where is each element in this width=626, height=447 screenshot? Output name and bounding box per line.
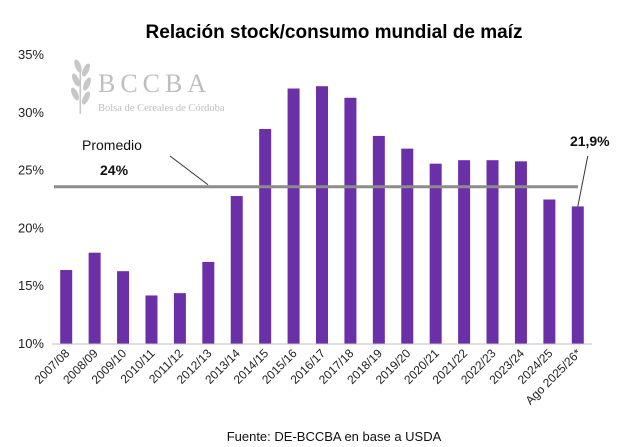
bar: [202, 261, 215, 344]
average-value-label: 24%: [100, 162, 129, 178]
bccba-logo: BCCBA Bolsa de Cereales de Córdoba: [70, 59, 225, 114]
bar: [145, 295, 158, 344]
x-axis: 2007/082008/092009/102010/112011/122012/…: [32, 346, 584, 408]
bar: [230, 196, 243, 344]
chart-title: Relación stock/consumo mundial de maíz: [146, 22, 523, 43]
y-tick-label: 30%: [18, 105, 44, 120]
logo-subtitle: Bolsa de Cereales de Córdoba: [98, 103, 225, 114]
wheat-icon: [70, 59, 92, 114]
last-value-label: 21,9%: [570, 133, 610, 149]
bar: [486, 160, 499, 344]
bar: [259, 128, 272, 344]
logo-name: BCCBA: [98, 69, 211, 98]
bar: [571, 206, 584, 344]
y-tick-label: 10%: [18, 336, 44, 351]
y-tick-label: 20%: [18, 220, 44, 235]
bar: [316, 86, 328, 344]
average-label: Promedio: [82, 137, 142, 153]
y-tick-label: 35%: [18, 47, 44, 62]
bar: [287, 88, 300, 344]
bar: [88, 252, 101, 344]
bar: [458, 160, 471, 344]
bar: [60, 270, 73, 344]
bar: [344, 97, 357, 344]
source-note: Fuente: DE-BCCBA en base a USDA: [227, 429, 442, 444]
last-value-pointer: [577, 155, 589, 207]
y-tick-label: 25%: [18, 163, 44, 178]
bar: [401, 148, 414, 344]
bars: [60, 86, 584, 344]
bar: [514, 161, 527, 344]
bar: [117, 271, 130, 344]
bar: [543, 199, 556, 344]
bar: [173, 293, 186, 344]
average-pointer: [169, 155, 209, 186]
bar: [372, 135, 385, 344]
bar: [429, 163, 442, 344]
y-tick-label: 15%: [18, 278, 44, 293]
y-axis: 10% 15% 20% 25% 30% 35%: [18, 47, 44, 351]
